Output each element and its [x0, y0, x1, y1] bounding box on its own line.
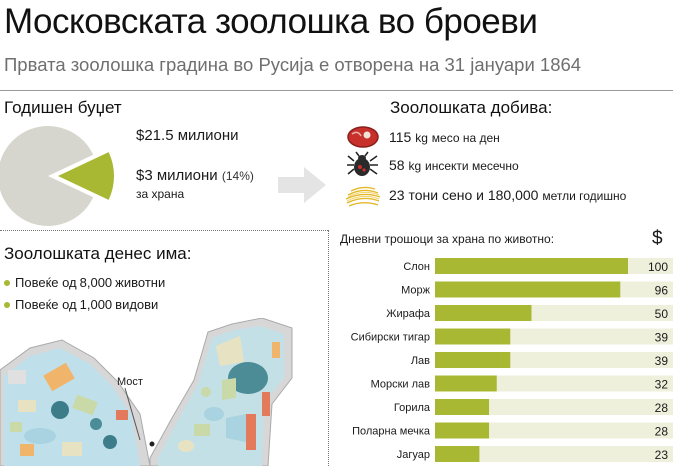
value-label: 50: [655, 307, 669, 321]
budget-food-caption: за храна: [136, 187, 185, 201]
category-label: Лав: [411, 355, 430, 367]
budget-heading: Годишен буџет: [4, 98, 122, 117]
bullet-species-pre: Повеќе од: [15, 297, 77, 312]
meat-icon: [345, 122, 381, 152]
budget-pie-chart: [0, 122, 140, 242]
bullet-species: Повеќе од 1,000 видови: [4, 297, 158, 312]
zoo-map: [0, 317, 330, 466]
meat-unit: kg: [415, 131, 428, 145]
meat-text: месо на ден: [431, 131, 500, 145]
page-subtitle: Првата зоолошка градина во Русија е отво…: [4, 54, 582, 75]
pie-slice-total: [0, 126, 94, 226]
arrow-right-icon: [278, 165, 328, 210]
bridge-label: Мост: [117, 376, 143, 388]
value-label: 23: [655, 448, 669, 462]
bar: [435, 375, 497, 392]
bullet-animals-num: 8,000: [79, 275, 113, 290]
value-label: 96: [655, 284, 669, 298]
gets-heading: Зоолошката добива:: [390, 98, 553, 117]
budget-total-label: $21.5 милиони: [136, 127, 239, 144]
bullet-dot-icon: [4, 301, 10, 308]
bar-track: [435, 446, 673, 462]
gets-item-meat: 115 kg месо на ден: [345, 122, 500, 152]
gets-item-insects: 58 kg инсекти месечно: [345, 150, 519, 180]
insects-unit: kg: [408, 159, 422, 173]
category-label: Сибирски тигар: [351, 332, 430, 344]
bar: [435, 328, 511, 345]
value-label: 28: [655, 425, 669, 439]
hay-text: метли годишно: [542, 189, 627, 203]
zoo-today-heading: Зоолошката денес има:: [4, 244, 192, 263]
value-label: 28: [655, 401, 669, 415]
category-label: Горила: [394, 402, 431, 414]
bar: [435, 258, 628, 274]
insects-amount: 58: [389, 157, 405, 173]
meat-amount: 115: [389, 129, 412, 145]
bullet-animals-post: животни: [115, 275, 166, 290]
food-cost-bar-chart: Слон 100 Морж 96 Жирафа 50 Сибирски тигар 39 Лав…: [351, 258, 673, 462]
insect-icon: [345, 150, 381, 180]
bar: [435, 446, 480, 462]
bullet-species-num: 1,000: [79, 297, 113, 312]
value-label: 39: [655, 331, 669, 345]
bullet-animals: Повеќе од 8,000 животни: [4, 275, 165, 290]
bar-track: [435, 399, 673, 415]
category-label: Јагуар: [397, 449, 430, 461]
header-divider: [0, 90, 673, 91]
value-label: 32: [655, 378, 669, 392]
section-divider-vertical: [328, 230, 329, 466]
bullet-animals-pre: Повеќе од: [15, 275, 77, 290]
pie-slice-food: [58, 152, 115, 200]
chart-unit-label: $: [652, 228, 663, 249]
bar: [435, 281, 621, 298]
value-label: 39: [655, 354, 669, 368]
bar: [435, 352, 511, 368]
value-label: 100: [648, 260, 668, 274]
category-label: Жирафа: [386, 308, 431, 320]
hay-amount: 23 тони сено и 180,000: [389, 187, 539, 203]
gets-item-hay: 23 тони сено и 180,000 метли годишно: [345, 180, 626, 210]
section-divider-horizontal: [0, 230, 328, 231]
bullet-species-post: видови: [115, 297, 159, 312]
bar-track: [435, 422, 673, 439]
bullet-dot-icon: [4, 279, 10, 286]
category-label: Слон: [403, 261, 430, 273]
budget-food-amount: $3 милиони: [136, 167, 218, 184]
bar: [435, 399, 490, 415]
hay-icon: [345, 180, 381, 210]
bar: [435, 305, 532, 321]
page-title: Московската зоолошка во броеви: [4, 2, 538, 41]
category-label: Морски лав: [371, 379, 431, 391]
insects-text: инсекти месечно: [425, 159, 519, 173]
budget-food-label: $3 милиони (14%): [136, 167, 254, 184]
category-label: Морж: [401, 285, 431, 297]
category-label: Поларна мечка: [352, 426, 431, 438]
bar: [435, 422, 490, 439]
budget-food-percent: (14%): [221, 169, 254, 183]
chart-title: Дневни трошоци за храна по животно:: [340, 232, 555, 246]
